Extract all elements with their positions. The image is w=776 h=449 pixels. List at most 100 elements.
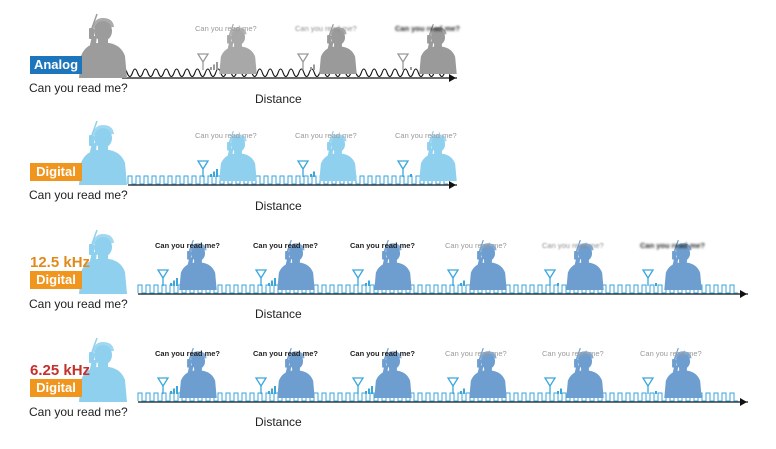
signal-bar [274,386,276,394]
signal-tower-icon [396,160,412,177]
signal-bar [368,280,370,286]
signal-bar [371,386,373,394]
signal-bar [176,278,178,286]
digital-wave [127,175,457,189]
digital-wave [137,284,748,298]
signal-bar [368,388,370,394]
signal-tower-icon [543,269,559,286]
signal-bar [170,391,172,394]
signal-tower-icon [641,269,657,286]
receiver-figure [277,239,315,290]
mode-tag: Digital [30,271,82,289]
receiver-figure [566,347,604,398]
channel-width-label: 6.25 kHz [30,362,91,379]
sender-figure [79,120,127,185]
speech-bubble: Can you read me? [542,349,604,358]
sender-figure [79,229,127,294]
signal-bar [460,391,462,394]
speech-bubble: Can you read me? [395,131,457,140]
receiver-figure [419,130,457,181]
signal-bar [313,64,315,70]
signal-bar [210,67,212,70]
signal-bar [216,62,218,70]
signal-tower-icon [351,269,370,286]
signal-bar [557,391,559,394]
speech-bubble: Can you read me? [253,241,319,250]
sender-message: Can you read me? [29,81,128,95]
receiver-figure [374,347,412,398]
receiver-figure [179,347,217,398]
receiver-figure [566,239,604,290]
signal-tower-icon [641,377,657,394]
speech-bubble: Can you read me? [395,24,461,33]
distance-label: Distance [255,415,302,429]
speech-bubble: Can you read me? [155,241,221,250]
signal-bar [460,283,462,286]
signal-bar [173,388,175,394]
distance-label: Distance [255,307,302,321]
signal-bar [173,280,175,286]
speech-bubble: Can you read me? [253,349,319,358]
speech-bubble: Can you read me? [155,349,221,358]
signal-bar [463,280,465,286]
signal-bar [213,64,215,70]
mode-tag: Digital [30,163,82,181]
receiver-figure [319,130,357,181]
receiver-figure [319,23,357,74]
signal-bar [410,67,412,70]
signal-bar [313,171,315,177]
signal-bar [176,386,178,394]
mode-tag: Analog [30,56,82,74]
signal-bar [557,283,559,286]
digital-wave [137,392,748,406]
speech-bubble: Can you read me? [350,241,416,250]
signal-bar [271,280,273,286]
speech-bubble: Can you read me? [640,241,706,250]
sender-message: Can you read me? [29,297,128,311]
receiver-figure [469,347,507,398]
distance-label: Distance [255,92,302,106]
signal-bar [271,388,273,394]
signal-bar [170,283,172,286]
signal-tower-icon [351,377,373,394]
signal-bar [310,67,312,70]
receiver-figure [219,130,257,181]
signal-bar [365,283,367,286]
signal-tower-icon [296,53,315,70]
signal-tower-icon [196,53,218,70]
signal-bar [274,278,276,286]
sender-figure [79,337,127,402]
signal-tower-icon [446,269,465,286]
speech-bubble: Can you read me? [640,349,702,358]
analog-wave [121,68,457,82]
signal-bar [365,391,367,394]
receiver-figure [419,23,457,74]
signal-tower-icon [543,377,562,394]
signal-tower-icon [254,269,276,286]
receiver-figure [179,239,217,290]
speech-bubble: Can you read me? [195,24,257,33]
distance-label: Distance [255,199,302,213]
speech-bubble: Can you read me? [542,241,604,250]
signal-tower-icon [254,377,276,394]
signal-tower-icon [446,377,465,394]
speech-bubble: Can you read me? [445,349,507,358]
signal-bar [268,283,270,286]
channel-width-label: 12.5 kHz [30,254,91,271]
signal-bar [463,388,465,394]
signal-bar [655,283,657,286]
receiver-figure [664,347,702,398]
signal-bar [310,174,312,177]
sender-message: Can you read me? [29,188,128,202]
signal-bar [410,174,412,177]
signal-bar [560,388,562,394]
signal-bar [210,174,212,177]
sender-figure [79,13,127,78]
receiver-figure [469,239,507,290]
receiver-figure [664,239,702,290]
receiver-figure [374,239,412,290]
signal-tower-icon [156,377,178,394]
receiver-figure [277,347,315,398]
mode-tag: Digital [30,379,82,397]
